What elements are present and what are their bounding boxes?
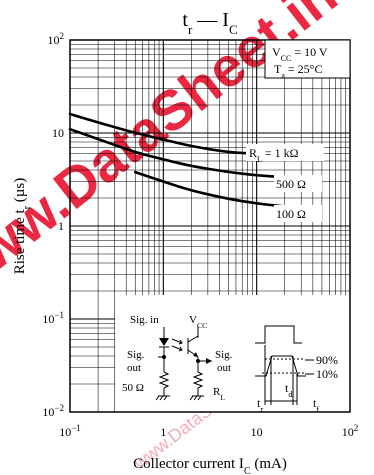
vcc-condition: VCC = 10 V [272, 45, 328, 63]
led-diode [159, 338, 169, 346]
x-tick-label: 102 [342, 423, 359, 439]
series-label-bg-1k [246, 144, 324, 161]
y-tick-label: 10−2 [42, 403, 64, 419]
inset-r50: 50 Ω [122, 382, 144, 394]
inset-sig-out-right-1: Sig. [215, 349, 233, 361]
condition-box-frame [264, 39, 351, 79]
series-line-0 [68, 112, 258, 155]
inset-10: 10% [316, 367, 338, 381]
series-label-100: 100 Ω [276, 207, 306, 221]
plot-frame [69, 39, 351, 413]
chart-title: tr — IC [182, 9, 237, 37]
out-arrow [206, 358, 212, 364]
resistor-50 [158, 371, 170, 389]
ground-left [155, 395, 170, 401]
x-tick-label: 10−1 [59, 423, 81, 439]
inset-sig-out-left-2: out [127, 362, 141, 374]
output-pulse [255, 355, 306, 377]
ta-condition: Ta = 25°C [274, 62, 322, 80]
inset-tf: tf [313, 396, 319, 414]
y-tick-label: 10−1 [42, 310, 64, 326]
inset-sig-in: Sig. in [130, 314, 159, 326]
inset-td: td [285, 381, 293, 399]
resistor-rl [192, 371, 204, 389]
inset-sig-out-right-2: out [217, 362, 231, 374]
light-arrows [171, 338, 183, 352]
x-tick-label: 1 [160, 425, 166, 439]
series-label-500: 500 Ω [276, 177, 306, 191]
inset-tr: tr [257, 396, 263, 414]
x-axis-label: Collector current IC (mA) [133, 456, 287, 475]
inset-sig-out-left-1: Sig. [127, 349, 145, 361]
x-tick-label: 10 [251, 425, 263, 439]
y-tick-label: 10 [52, 126, 64, 140]
series-label-bg-500 [274, 175, 322, 192]
tick-labels: 10−1 1 10 102 10−2 10−1 1 10 102 [42, 31, 358, 439]
ground-right [189, 395, 204, 401]
inset-background [115, 295, 350, 412]
y-tick-label: 102 [48, 31, 65, 47]
series-label-bg-100 [274, 205, 322, 222]
y-tick-label: 1 [58, 219, 64, 233]
inset-vcc: VCC [189, 314, 207, 330]
series-label-1k: RL = 1 kΩ [249, 146, 299, 164]
input-pulse [255, 325, 302, 344]
inset-rl: RL [213, 386, 225, 402]
collector [187, 335, 199, 343]
inset-90: 90% [316, 353, 338, 367]
y-axis-label: Rise time tr (µs) [12, 178, 33, 275]
emitter-arrow [193, 352, 198, 357]
series-labels: RL = 1 kΩ 500 Ω 100 Ω [246, 144, 324, 222]
condition-box: VCC = 10 V Ta = 25°C [264, 39, 351, 80]
